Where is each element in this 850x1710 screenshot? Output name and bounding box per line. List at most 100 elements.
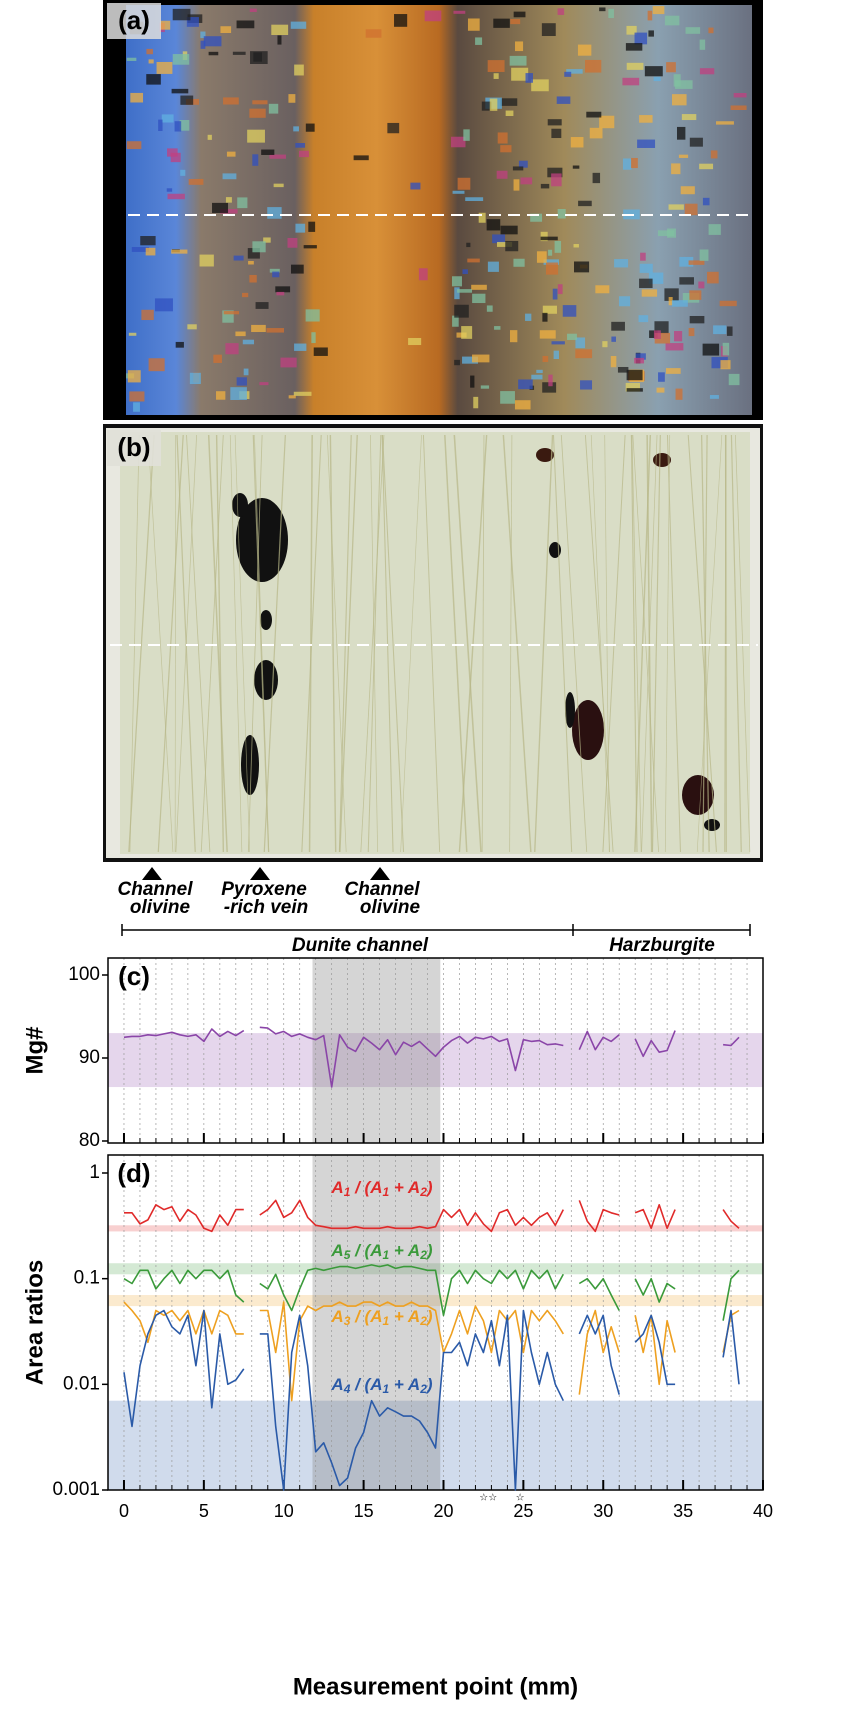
mineral-grain xyxy=(708,28,713,34)
annotation: ☆☆ xyxy=(479,1493,497,1504)
mineral-grain xyxy=(291,265,304,274)
mineral-grain xyxy=(271,25,288,35)
mineral-grain xyxy=(269,104,278,114)
mineral-grain xyxy=(244,369,249,376)
label-part: ) xyxy=(425,1375,433,1394)
mineral-grain xyxy=(590,128,603,139)
mineral-grain xyxy=(734,93,747,97)
mineral-grain xyxy=(242,293,248,297)
mineral-grain xyxy=(311,332,315,343)
x-tick-label: 40 xyxy=(753,1501,773,1521)
mineral-grain xyxy=(281,358,297,368)
mineral-grain xyxy=(627,63,644,70)
mineral-grain xyxy=(146,248,156,256)
x-tick-label: 15 xyxy=(354,1501,374,1521)
mineral-grain xyxy=(267,207,281,219)
mineral-grain xyxy=(631,158,638,168)
mineral-grain xyxy=(475,37,482,45)
mineral-grain xyxy=(314,347,328,355)
mineral-grain xyxy=(458,178,471,190)
mineral-grain xyxy=(230,387,247,400)
mineral-grain xyxy=(266,328,284,333)
mineral-grain xyxy=(168,194,185,199)
mineral-grain xyxy=(453,191,465,194)
mineral-grain xyxy=(146,74,161,85)
mineral-grain xyxy=(472,355,489,363)
mineral-grain xyxy=(676,389,683,400)
mineral-grain xyxy=(129,333,136,336)
mineral-grain xyxy=(618,367,628,373)
mineral-grain xyxy=(501,98,518,106)
y-axis-title: Mg# xyxy=(21,1027,48,1075)
mineral-grain xyxy=(640,264,653,273)
panel-label: (d) xyxy=(117,1158,150,1188)
mineral-grain xyxy=(537,251,547,262)
mineral-grain xyxy=(645,66,663,76)
mineral-grain xyxy=(677,127,685,140)
mineral-grain xyxy=(595,285,609,293)
mineral-grain xyxy=(515,41,523,51)
mineral-grain xyxy=(555,241,561,253)
opaque-grain xyxy=(704,819,720,831)
mineral-grain xyxy=(580,380,592,389)
mineral-grain xyxy=(541,237,558,241)
mineral-grain xyxy=(274,184,284,187)
y-tick-label: 0.001 xyxy=(52,1479,100,1500)
mineral-grain xyxy=(256,302,269,309)
mineral-grain xyxy=(686,27,701,34)
mineral-grain xyxy=(707,272,719,284)
x-tick-label: 0 xyxy=(119,1501,129,1521)
mineral-grain xyxy=(599,7,605,11)
label-part: A xyxy=(330,1375,343,1394)
mineral-grain xyxy=(731,105,747,110)
mineral-grain xyxy=(541,184,549,189)
mineral-grain xyxy=(700,40,706,50)
mineral-grain xyxy=(248,261,254,265)
mineral-grain xyxy=(470,376,474,388)
mineral-grain xyxy=(672,300,688,307)
mineral-grain xyxy=(679,277,694,284)
mineral-grain xyxy=(640,253,646,261)
mineral-grain xyxy=(288,94,295,103)
mineral-grain xyxy=(639,279,653,288)
mineral-grain xyxy=(639,315,649,322)
label-part: A xyxy=(330,1307,343,1326)
mineral-grain xyxy=(500,391,515,404)
mineral-grain xyxy=(639,115,652,123)
mineral-grain xyxy=(462,269,467,274)
mineral-grain xyxy=(457,289,472,293)
mineral-grain xyxy=(685,204,698,215)
mineral-grain xyxy=(155,298,173,311)
mineral-grain xyxy=(465,197,483,201)
mineral-grain xyxy=(463,129,469,140)
mineral-grain xyxy=(243,340,254,345)
mineral-grain xyxy=(233,52,246,55)
mineral-grain xyxy=(689,328,695,336)
mineral-grain xyxy=(158,120,162,131)
mineral-grain xyxy=(472,294,485,303)
mineral-grain xyxy=(619,296,630,306)
mineral-grain xyxy=(510,56,527,66)
mineral-grain xyxy=(553,289,558,300)
mineral-grain xyxy=(235,332,245,337)
mineral-grain xyxy=(252,100,267,104)
mineral-grain xyxy=(700,249,709,260)
mineral-grain xyxy=(542,23,556,36)
mineral-grain xyxy=(575,349,592,358)
mineral-grain xyxy=(208,135,212,140)
mineral-grain xyxy=(642,289,657,296)
mineral-grain xyxy=(543,306,557,314)
mineral-grain xyxy=(551,173,561,186)
mineral-grain xyxy=(490,99,498,111)
mineral-grain xyxy=(599,116,614,128)
mineral-grain xyxy=(487,305,493,311)
mineral-grain xyxy=(658,230,674,236)
mineral-grain xyxy=(716,121,734,124)
mineral-grain xyxy=(224,311,239,314)
y-tick-label: 0.01 xyxy=(63,1373,100,1394)
mineral-grain xyxy=(578,45,591,56)
mineral-grain xyxy=(551,129,561,138)
mineral-grain xyxy=(354,155,369,160)
mineral-grain xyxy=(488,262,499,272)
mineral-grain xyxy=(635,33,648,45)
